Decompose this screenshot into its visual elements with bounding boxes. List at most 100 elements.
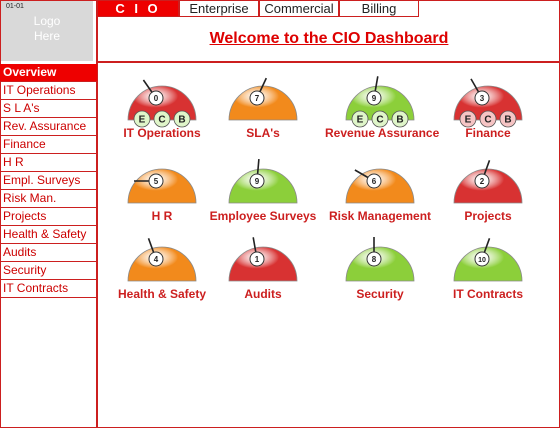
gauge-label: Security — [356, 287, 404, 301]
page-id: 01-01 — [6, 3, 24, 10]
sidebar-item-security[interactable]: Security — [0, 262, 97, 280]
gauge-value: 10 — [478, 257, 486, 264]
gauge-hub — [249, 90, 265, 106]
gauge-hub — [474, 173, 490, 189]
sidebar-item-overview[interactable]: Overview — [0, 64, 97, 82]
gauge-label: IT Operations — [123, 126, 201, 140]
gauge-value: 7 — [255, 94, 260, 103]
status-letter-e: E — [357, 115, 364, 126]
gauge-label: Employee Surveys — [209, 209, 317, 223]
status-badge-b — [391, 110, 409, 128]
gauge-arc — [228, 85, 298, 121]
sidebar-item-audits[interactable]: Audits — [0, 244, 97, 262]
gauge-label: Health & Safety — [117, 287, 207, 301]
gauge-arc — [127, 246, 197, 282]
status-badge-c — [479, 110, 497, 128]
gauge-dial: 7 — [228, 77, 298, 121]
gauge-hub — [474, 251, 490, 267]
sidebar-item-health-safety[interactable]: Health & Safety — [0, 226, 97, 244]
header-divider — [96, 61, 559, 63]
tab-billing[interactable]: Billing — [339, 1, 419, 17]
gauge-dial: 5 — [127, 168, 197, 204]
gauge-dial: 9 E C B — [345, 76, 415, 128]
gauge-hub — [148, 173, 164, 189]
gauge-hub — [148, 251, 164, 267]
gauge-it-operations[interactable]: 0 E C B IT Operations — [107, 70, 217, 140]
gauge-label: Projects — [464, 209, 512, 223]
gauge-health-safety[interactable]: 4 Health & Safety — [107, 231, 217, 301]
sidebar-item-empl-surveys[interactable]: Empl. Surveys — [0, 172, 97, 190]
gauge-hub — [148, 90, 164, 106]
gauge-value: 8 — [372, 255, 377, 264]
gauge-dial: 6 — [345, 168, 415, 204]
sidebar-item-risk-man[interactable]: Risk Man. — [0, 190, 97, 208]
tab-commercial[interactable]: Commercial — [259, 1, 339, 17]
gauge-hub — [366, 251, 382, 267]
status-badge-c — [371, 110, 389, 128]
gauge-revenue-assurance[interactable]: 9 E C B Revenue Assurance — [325, 70, 439, 140]
top-navigation: C I O Enterprise Commercial Billing — [97, 1, 419, 17]
gauge-it-contracts[interactable]: 10 IT Contracts — [433, 231, 543, 301]
status-badge-e — [133, 110, 151, 128]
gauge-hub — [249, 173, 265, 189]
gauge-arc — [345, 246, 415, 282]
gauge-dial: 9 — [228, 159, 298, 204]
gauge-label: Audits — [244, 287, 282, 301]
gauge-hub — [474, 90, 490, 106]
gauge-sla-s[interactable]: 7 SLA's — [208, 70, 318, 140]
gauge-value: 9 — [255, 177, 260, 186]
sidebar: Overview IT Operations S L A's Rev. Assu… — [0, 64, 97, 298]
status-badge-b — [173, 110, 191, 128]
gauge-hub — [366, 173, 382, 189]
gauge-label: IT Contracts — [452, 287, 523, 301]
gauge-dial: 2 — [453, 160, 523, 204]
gauge-value: 9 — [372, 94, 377, 103]
sidebar-item-rev-assurance[interactable]: Rev. Assurance — [0, 118, 97, 136]
gauge-h-r[interactable]: 5 H R — [107, 153, 217, 223]
status-letter-c: C — [376, 115, 383, 126]
gauge-value: 2 — [480, 177, 485, 186]
sidebar-item-hr[interactable]: H R — [0, 154, 97, 172]
sidebar-item-it-contracts[interactable]: IT Contracts — [0, 280, 97, 298]
status-badge-b — [499, 110, 517, 128]
status-letter-c: C — [484, 115, 491, 126]
gauge-dial: 8 — [345, 237, 415, 282]
page-title: Welcome to the CIO Dashboard — [209, 30, 449, 47]
gauge-label: H R — [151, 209, 173, 223]
gauge-dial: 4 — [127, 238, 197, 282]
gauge-label: Finance — [465, 126, 511, 140]
gauge-finance[interactable]: 3 E C B Finance — [433, 70, 543, 140]
gauge-security[interactable]: 8 Security — [325, 231, 435, 301]
gauge-value: 4 — [154, 255, 159, 264]
sidebar-item-it-operations[interactable]: IT Operations — [0, 82, 97, 100]
status-letter-e: E — [139, 115, 146, 126]
gauge-arc — [453, 246, 523, 282]
gauge-arc — [228, 246, 298, 282]
sidebar-item-slas[interactable]: S L A's — [0, 100, 97, 118]
sidebar-divider — [96, 0, 98, 428]
gauge-hub — [366, 90, 382, 106]
gauge-hub — [249, 251, 265, 267]
gauge-value: 0 — [154, 94, 159, 103]
tab-enterprise[interactable]: Enterprise — [179, 1, 259, 17]
gauge-employee-surveys[interactable]: 9 Employee Surveys — [208, 153, 318, 223]
gauge-value: 1 — [255, 255, 260, 264]
status-letter-b: B — [178, 115, 185, 126]
logo-text-line1: Logo — [33, 14, 61, 28]
sidebar-item-finance[interactable]: Finance — [0, 136, 97, 154]
gauge-projects[interactable]: 2 Projects — [433, 153, 543, 223]
gauge-risk-management[interactable]: 6 Risk Management — [325, 153, 435, 223]
sidebar-item-projects[interactable]: Projects — [0, 208, 97, 226]
status-letter-e: E — [465, 115, 472, 126]
gauge-dial: 1 — [228, 237, 298, 282]
logo-text-line2: Here — [33, 29, 60, 43]
status-letter-b: B — [396, 115, 403, 126]
gauge-audits[interactable]: 1 Audits — [208, 231, 318, 301]
gauge-dial: 0 E C B — [127, 79, 197, 128]
status-letter-b: B — [504, 115, 511, 126]
status-badge-e — [351, 110, 369, 128]
tab-cio[interactable]: C I O — [97, 1, 179, 17]
gauge-arc — [127, 168, 197, 204]
logo-placeholder: 01-01 Logo Here — [1, 1, 93, 61]
gauge-dial: 3 E C B — [453, 78, 523, 128]
